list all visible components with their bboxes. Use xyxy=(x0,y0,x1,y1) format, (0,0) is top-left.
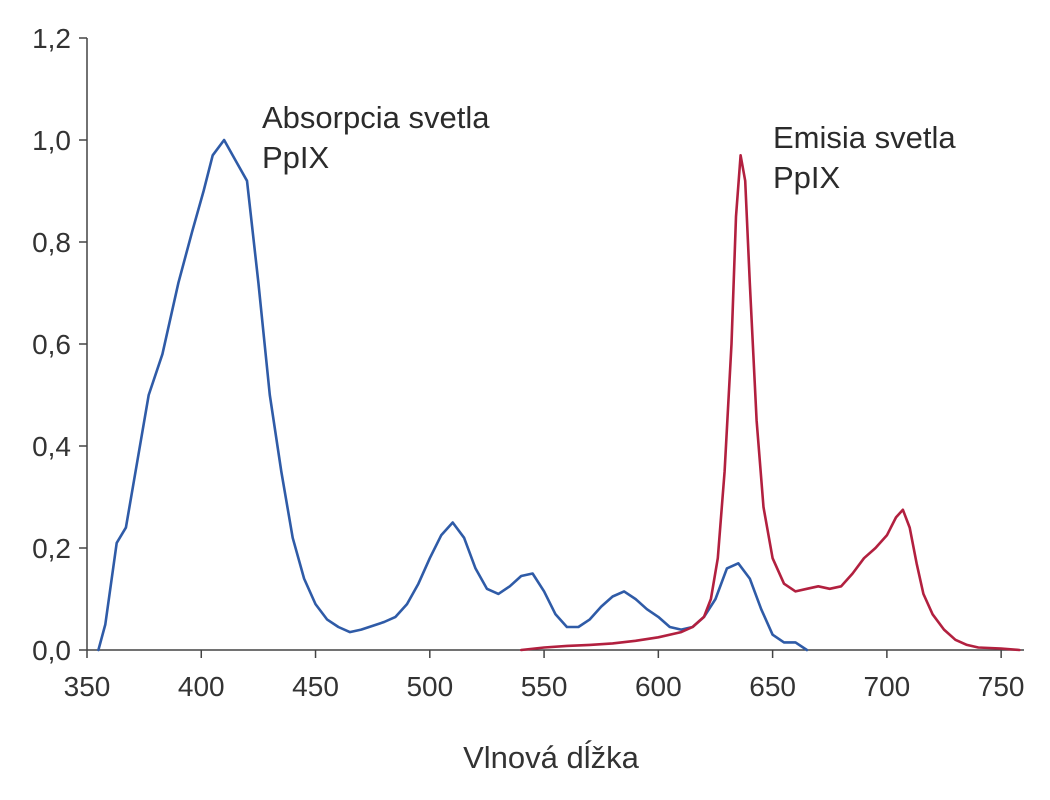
x-tick-label: 350 xyxy=(64,671,111,702)
x-tick-label: 550 xyxy=(521,671,568,702)
y-tick-label: 1,0 xyxy=(32,125,71,156)
x-tick-label: 600 xyxy=(635,671,682,702)
x-tick-label: 650 xyxy=(749,671,796,702)
x-axis-title: Vlnová dĺžka xyxy=(463,739,640,775)
x-tick-label: 700 xyxy=(864,671,911,702)
x-tick-label: 400 xyxy=(178,671,225,702)
y-tick-label: 0,0 xyxy=(32,635,71,666)
y-tick-label: 0,2 xyxy=(32,533,71,564)
y-tick-label: 1,2 xyxy=(32,23,71,54)
absorption-annotation-line: Absorpcia svetla xyxy=(262,100,490,135)
emission-annotation-line: PpIX xyxy=(773,160,841,195)
emission-series-line xyxy=(519,154,1021,652)
absorption-annotation-line: PpIX xyxy=(262,140,330,175)
x-tick-label: 450 xyxy=(292,671,339,702)
x-tick-label: 750 xyxy=(978,671,1025,702)
absorption-series-line xyxy=(97,138,809,652)
series-layer xyxy=(97,138,1021,652)
y-ticks: 0,0 0,2 0,4 0,6 0,8 1,0 1,2 xyxy=(32,23,87,666)
y-tick-label: 0,4 xyxy=(32,431,71,462)
x-tick-label: 500 xyxy=(406,671,453,702)
y-tick-label: 0,6 xyxy=(32,329,71,360)
annotations: Absorpcia svetla PpIX Emisia svetla PpIX xyxy=(262,100,956,195)
emission-annotation-line: Emisia svetla xyxy=(773,120,956,155)
x-ticks: 350 400 450 500 550 600 650 700 750 xyxy=(64,650,1025,702)
y-tick-label: 0,8 xyxy=(32,227,71,258)
